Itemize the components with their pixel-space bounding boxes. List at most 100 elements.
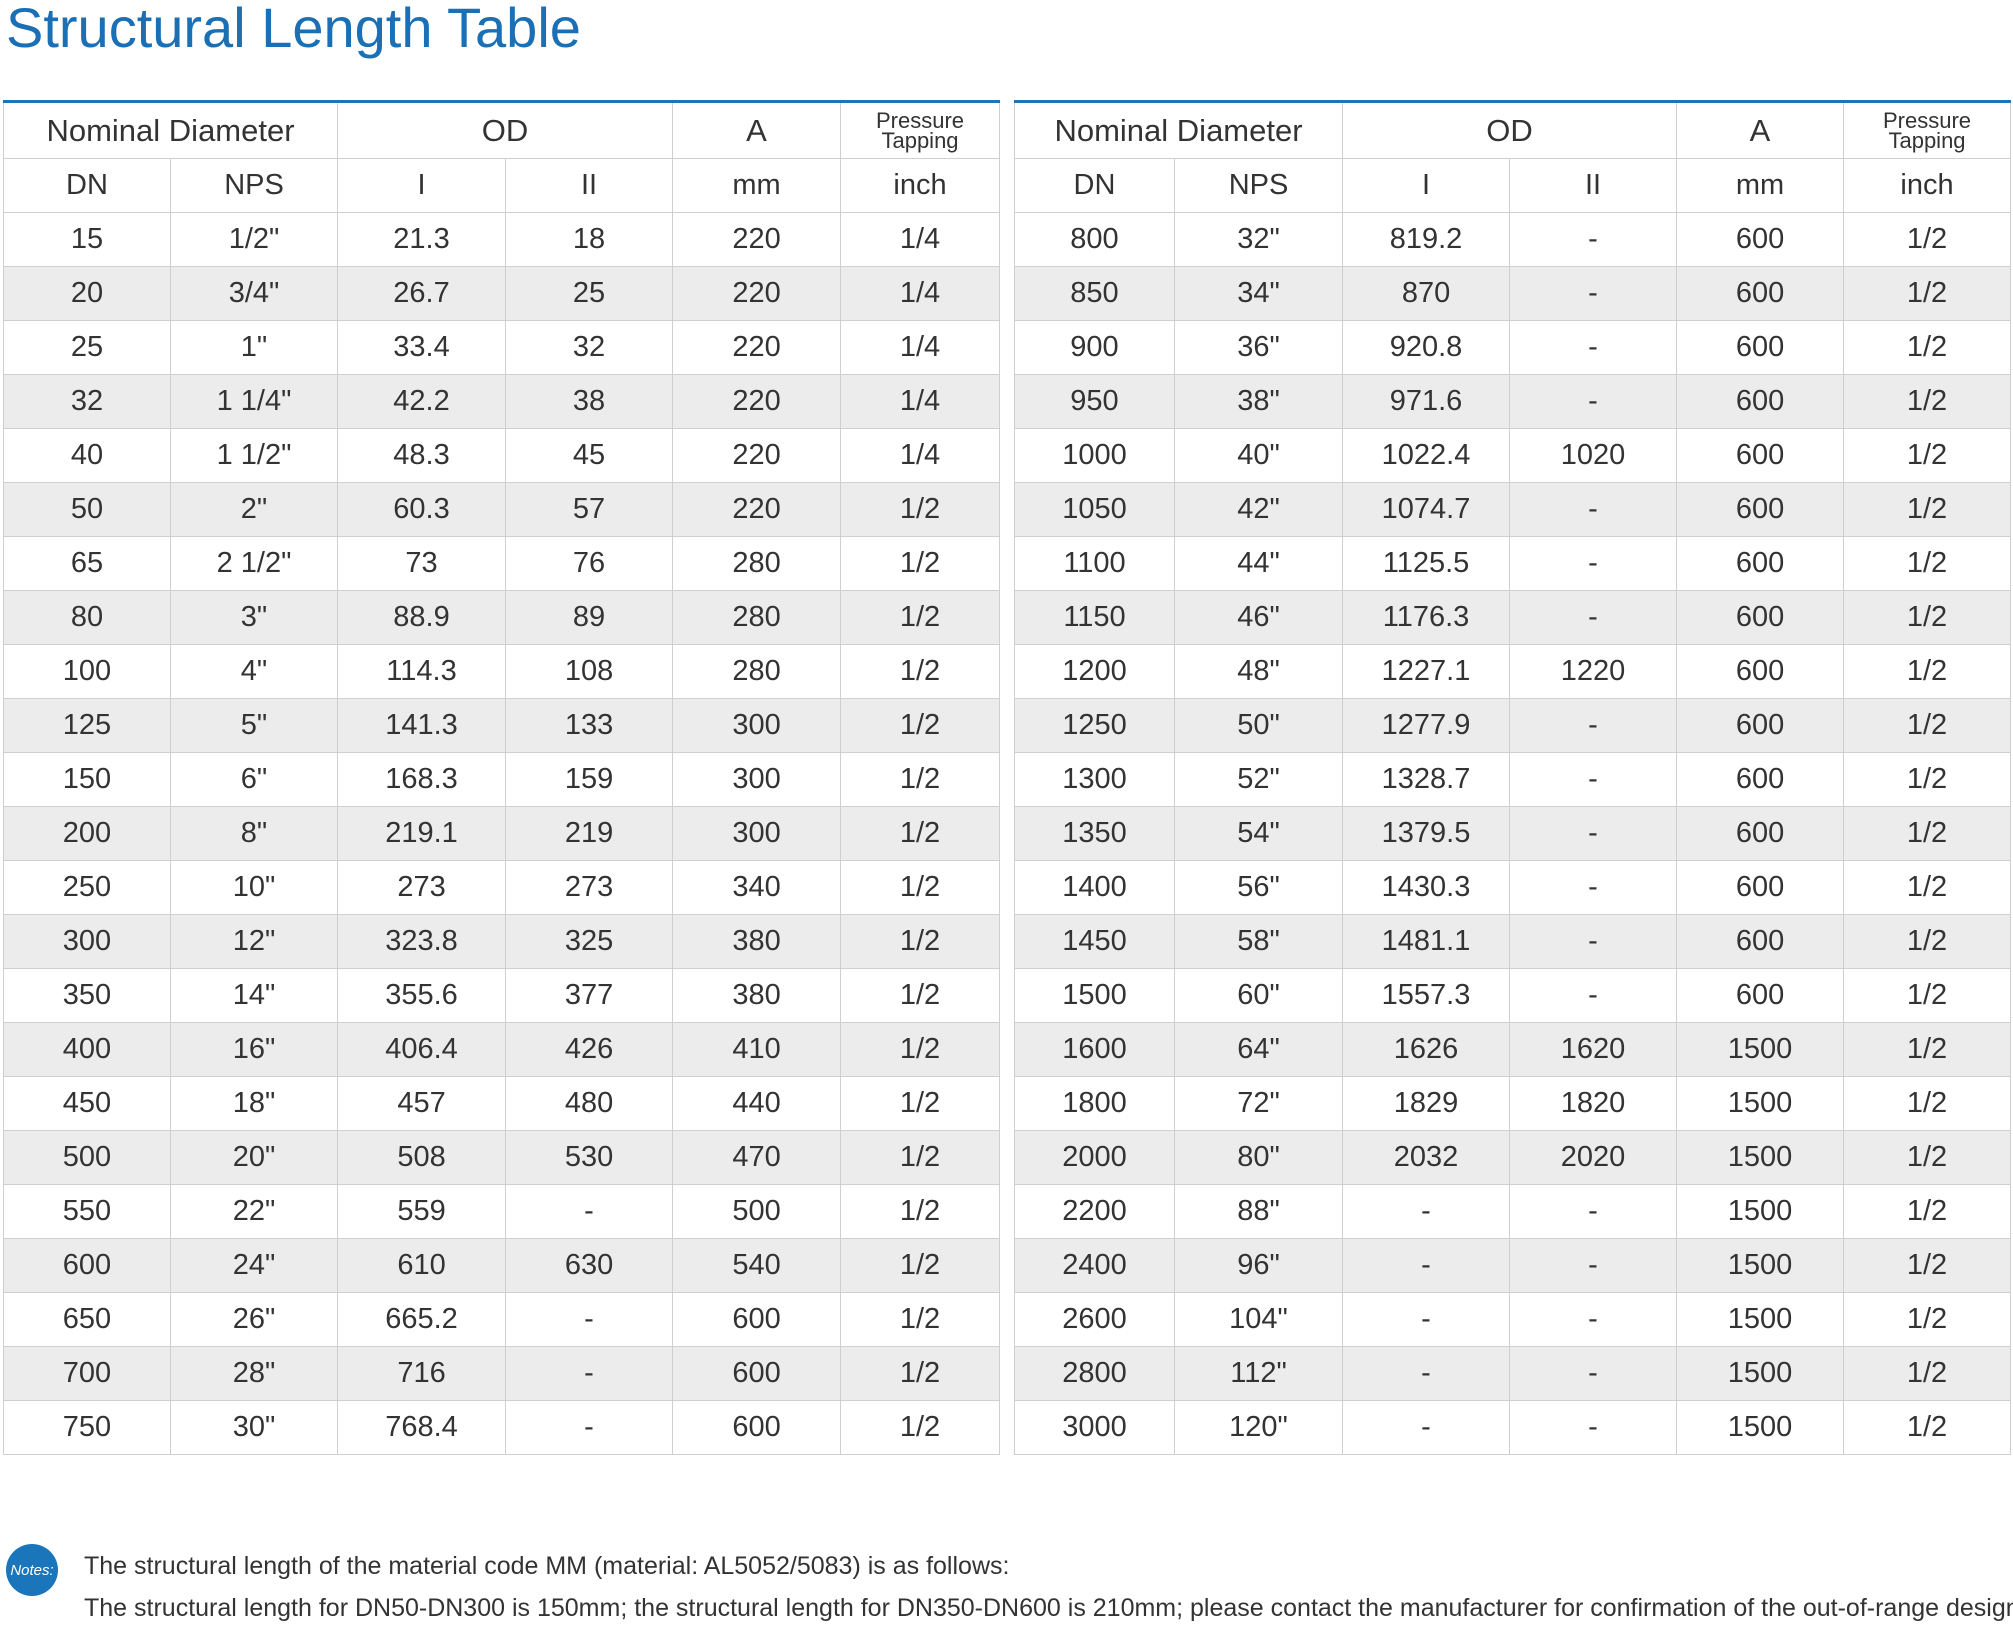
cell: 410	[672, 1022, 842, 1077]
cell: -	[1509, 806, 1678, 861]
cell: 1/2	[840, 1346, 1001, 1401]
cell: 1626	[1342, 1022, 1511, 1077]
data-row: 1100 44" 1125.5-600 1/2	[1014, 536, 2012, 591]
cell: -	[1509, 1292, 1678, 1347]
cell: 1/2	[1843, 590, 2012, 645]
cell: 1/2	[840, 698, 1001, 753]
cell: 1/2	[1843, 968, 2012, 1023]
cell: 380	[672, 914, 842, 969]
data-row: 750 30" 768.4-600 1/2	[3, 1400, 1001, 1455]
cell: 2032	[1342, 1130, 1511, 1185]
cell: 600	[1676, 374, 1845, 429]
data-row: 3000 120" - -1500 1/2	[1014, 1400, 2012, 1455]
data-row: 400 16" 406.4 426 410 1/2	[3, 1022, 1001, 1077]
cell: 200	[3, 806, 171, 861]
data-row: 25 1" 33.4 32 220 1/4	[3, 320, 1001, 375]
cell: 1/2	[1843, 860, 2012, 915]
unit-header: mm	[672, 158, 842, 213]
note-line: The structural length of the material co…	[84, 1552, 1010, 1580]
cell: 1400	[1014, 860, 1175, 915]
cell: 1/2	[1843, 374, 2012, 429]
cell: 133	[505, 698, 674, 753]
cell: 42"	[1173, 482, 1344, 537]
data-row: 1500 60" 1557.3-600 1/2	[1014, 968, 2012, 1023]
cell: 2"	[169, 482, 339, 537]
cell: 60.3	[337, 482, 507, 537]
cell: 1 1/4"	[169, 374, 339, 429]
unit-header: I	[1342, 158, 1511, 213]
cell: 1800	[1014, 1076, 1175, 1131]
cell: 65	[3, 536, 171, 591]
group-header: Nominal Diameter	[2, 101, 339, 159]
cell: 26"	[169, 1292, 339, 1347]
cell: 600	[1676, 482, 1845, 537]
cell: 112"	[1173, 1346, 1344, 1401]
cell: 54"	[1173, 806, 1344, 861]
cell: 52"	[1173, 752, 1344, 807]
data-row: 650 26" 665.2-600 1/2	[3, 1292, 1001, 1347]
unit-header: NPS	[1173, 158, 1344, 213]
cell: 1125.5	[1342, 536, 1511, 591]
data-row: 2600 104" - -1500 1/2	[1014, 1292, 2012, 1347]
data-row: 500 20" 508 530 470 1/2	[3, 1130, 1001, 1185]
cell: 1/4	[840, 320, 1001, 375]
cell: 440	[672, 1076, 842, 1131]
cell: 40	[3, 428, 171, 483]
cell: 3/4"	[169, 266, 339, 321]
data-row: 550 22" 559-500 1/2	[3, 1184, 1001, 1239]
cell: 600	[1676, 752, 1845, 807]
cell: 870	[1342, 266, 1511, 321]
cell: 60"	[1173, 968, 1344, 1023]
cell: 50	[3, 482, 171, 537]
cell: 38"	[1173, 374, 1344, 429]
cell: 1220	[1509, 644, 1678, 699]
cell: -	[1342, 1292, 1511, 1347]
group-header: OD	[1342, 101, 1678, 159]
data-row: 50 2" 60.3 57 220 1/2	[3, 482, 1001, 537]
cell: 1/2	[840, 806, 1001, 861]
cell: 88.9	[337, 590, 507, 645]
cell: -	[505, 1184, 674, 1239]
cell: 20"	[169, 1130, 339, 1185]
cell: 600	[1676, 212, 1845, 267]
cell: 150	[3, 752, 171, 807]
cell: -	[1509, 1346, 1678, 1401]
cell: 18	[505, 212, 674, 267]
cell: 819.2	[1342, 212, 1511, 267]
cell: 18"	[169, 1076, 339, 1131]
cell: 89	[505, 590, 674, 645]
group-header: A	[1676, 101, 1845, 159]
data-row: 20 3/4" 26.7 25 220 1/4	[3, 266, 1001, 321]
data-row: 2400 96" - -1500 1/2	[1014, 1238, 2012, 1293]
cell: 32	[505, 320, 674, 375]
cell: 650	[3, 1292, 171, 1347]
cell: 1/2	[840, 914, 1001, 969]
cell: 48"	[1173, 644, 1344, 699]
cell: 220	[672, 482, 842, 537]
cell: 450	[3, 1076, 171, 1131]
cell: 600	[3, 1238, 171, 1293]
cell: -	[1509, 860, 1678, 915]
cell: 1481.1	[1342, 914, 1511, 969]
cell: 600	[1676, 698, 1845, 753]
cell: 72"	[1173, 1076, 1344, 1131]
cell: 14"	[169, 968, 339, 1023]
cell: 559	[337, 1184, 507, 1239]
cell: 540	[672, 1238, 842, 1293]
cell: 30"	[169, 1400, 339, 1455]
cell: -	[505, 1400, 674, 1455]
unit-header: NPS	[169, 158, 339, 213]
cell: 1022.4	[1342, 428, 1511, 483]
cell: 1600	[1014, 1022, 1175, 1077]
cell: 1/2	[1843, 914, 2012, 969]
group-header: Pressure Tapping	[1843, 101, 2012, 159]
cell: 700	[3, 1346, 171, 1401]
data-row: 700 28" 716-600 1/2	[3, 1346, 1001, 1401]
cell: 1 1/2"	[169, 428, 339, 483]
cell: 1500	[1676, 1238, 1845, 1293]
data-row: 15 1/2" 21.3 18 220 1/4	[3, 212, 1001, 267]
cell: -	[1509, 212, 1678, 267]
cell: 120"	[1173, 1400, 1344, 1455]
cell: 600	[1676, 590, 1845, 645]
cell: 1430.3	[1342, 860, 1511, 915]
